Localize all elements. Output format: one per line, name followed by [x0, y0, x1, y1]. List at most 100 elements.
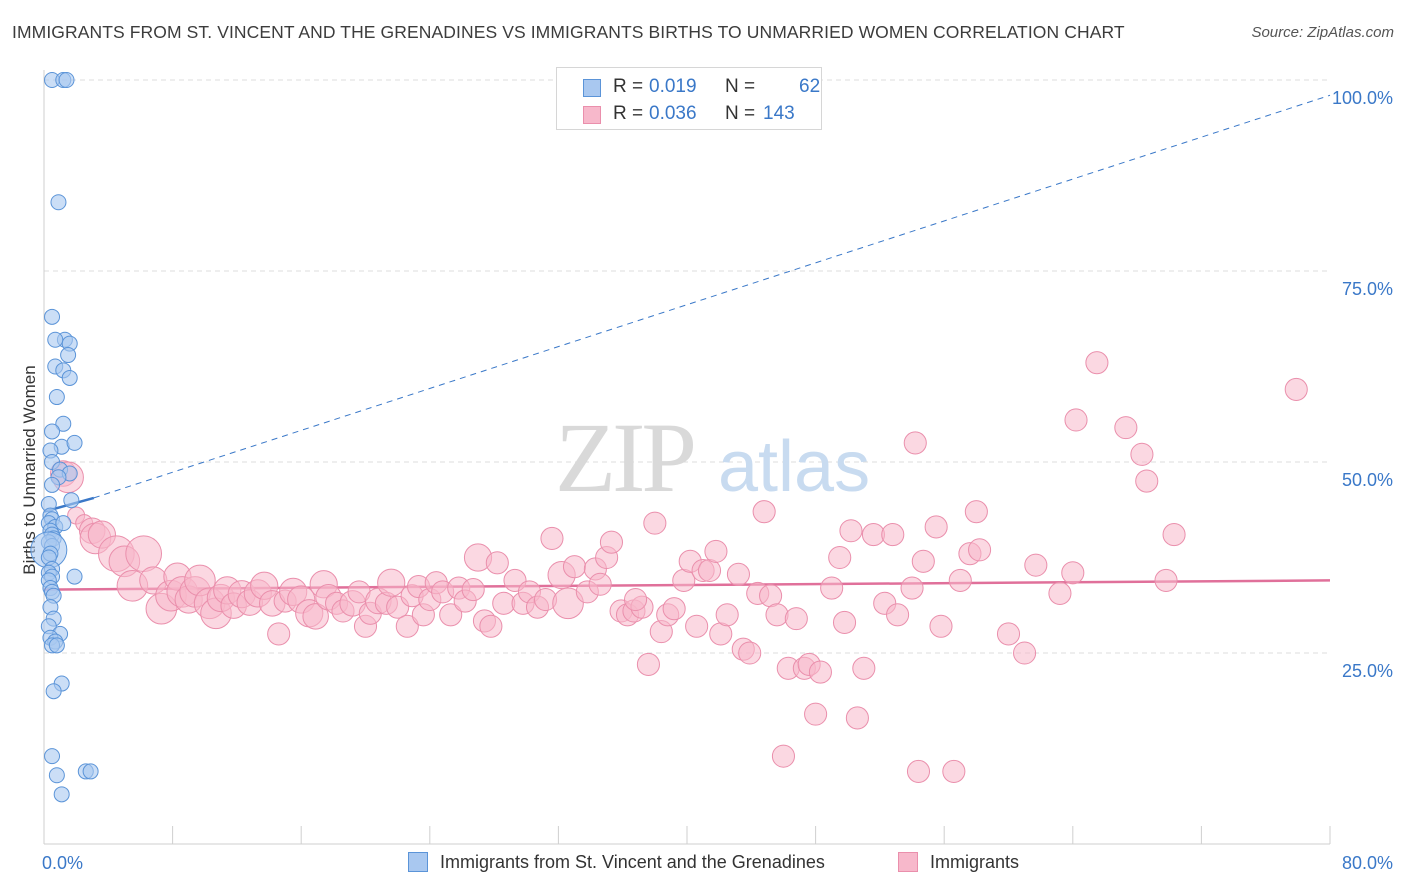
y-tick-label: 50.0% — [1342, 470, 1393, 490]
immigrants-point — [540, 526, 564, 550]
st-vincent-point — [82, 763, 99, 780]
st-vincent-point — [48, 637, 65, 654]
bottom-legend-swatch-blue — [408, 852, 428, 872]
immigrants-point — [439, 603, 463, 627]
st-vincent-point — [45, 683, 62, 700]
immigrants-point — [948, 568, 972, 592]
watermark: ZIP atlas — [555, 402, 870, 513]
immigrants-point — [942, 759, 966, 783]
immigrants-point — [820, 576, 844, 600]
immigrants-point — [377, 568, 406, 597]
st-vincent-point — [55, 415, 72, 432]
immigrants-point — [395, 614, 419, 638]
st-vincent-point — [48, 389, 65, 406]
immigrants-point — [636, 652, 660, 677]
st-vincent-point — [48, 767, 65, 784]
immigrants-point — [479, 614, 503, 638]
immigrants-point — [804, 702, 828, 726]
watermark-atlas: atlas — [718, 427, 870, 507]
source-credit: Source: ZipAtlas.com — [1251, 24, 1394, 41]
legend-r-value: 0.036 — [649, 103, 697, 124]
immigrants-point — [906, 759, 931, 783]
immigrants-point — [302, 603, 329, 630]
immigrants-point — [492, 591, 516, 615]
st-vincent-point — [66, 434, 83, 451]
immigrants-point — [1013, 641, 1037, 665]
legend-n-value: 143 — [763, 103, 795, 124]
legend-swatch-blue — [583, 79, 601, 97]
st-vincent-point — [60, 347, 77, 364]
immigrants-point — [886, 603, 910, 627]
immigrants-point — [1130, 442, 1154, 466]
immigrants-point — [485, 551, 509, 575]
immigrants-point — [267, 622, 291, 646]
st-vincent-point — [61, 369, 78, 386]
correlation-legend: R = 0.019 N = 62 R = 0.036 N = 143 — [556, 67, 822, 130]
legend-n-value: 62 — [799, 76, 821, 97]
immigrants-point — [1061, 561, 1085, 585]
immigrants-point — [839, 519, 863, 543]
immigrants-point — [765, 603, 789, 627]
chart-title: IMMIGRANTS FROM ST. VINCENT AND THE GREN… — [12, 22, 1125, 42]
immigrants-point — [832, 610, 857, 634]
st-vincent-point — [47, 331, 64, 348]
immigrants-points — [50, 351, 1308, 783]
immigrants-point — [881, 523, 905, 547]
bottom-legend-st-vincent: Immigrants from St. Vincent and the Gren… — [408, 852, 825, 873]
legend-r-label: R = — [613, 103, 644, 124]
immigrants-point — [715, 603, 739, 627]
st-vincent-point — [63, 492, 80, 509]
st-vincent-point — [50, 194, 67, 211]
immigrants-point — [552, 587, 584, 620]
immigrants-point — [900, 576, 924, 600]
immigrants-point — [808, 660, 832, 684]
st-vincent-point — [44, 476, 61, 493]
st-vincent-point — [58, 72, 75, 88]
legend-n-label: N = — [725, 76, 756, 97]
st-vincent-point — [44, 308, 61, 325]
st-vincent-points — [30, 72, 99, 803]
immigrants-point — [125, 535, 163, 573]
st-vincent-trendline-projection — [93, 94, 1331, 499]
legend-swatch-pink — [583, 106, 601, 124]
immigrants-point — [996, 622, 1021, 646]
immigrants-point — [784, 607, 808, 631]
immigrants-point — [685, 614, 709, 638]
immigrants-point — [924, 515, 948, 539]
legend-r-label: R = — [613, 76, 644, 97]
x-tick-label-max: 80.0% — [1342, 853, 1393, 873]
immigrants-point — [726, 562, 750, 586]
tick-labels: 25.0% 50.0% 75.0% 100.0% 0.0% 80.0% — [42, 88, 1393, 873]
bottom-legend-swatch-pink — [898, 852, 918, 872]
immigrants-point — [1048, 581, 1072, 605]
immigrants-point — [903, 431, 927, 455]
x-tick-label-min: 0.0% — [42, 853, 83, 873]
trendlines — [43, 94, 1331, 591]
immigrants-point — [588, 572, 612, 596]
axes — [43, 70, 1331, 845]
immigrants-point — [704, 539, 728, 563]
y-tick-label: 75.0% — [1342, 279, 1393, 299]
immigrants-point — [828, 545, 852, 570]
watermark-zip: ZIP — [555, 402, 693, 513]
immigrants-point — [1114, 416, 1138, 440]
immigrants-point — [752, 500, 776, 524]
immigrants-point — [1135, 469, 1159, 493]
immigrants-point — [562, 555, 587, 579]
immigrants-point — [861, 523, 886, 547]
legend-r-value: 0.019 — [649, 76, 697, 97]
bottom-legend-label: Immigrants from St. Vincent and the Gren… — [440, 852, 825, 872]
immigrants-point — [911, 549, 935, 573]
st-vincent-point — [44, 748, 61, 765]
immigrants-point — [461, 578, 485, 602]
st-vincent-point — [55, 515, 72, 532]
immigrants-point — [738, 641, 762, 665]
y-tick-label: 100.0% — [1332, 88, 1393, 108]
immigrants-point — [599, 530, 623, 554]
immigrants-point — [1162, 523, 1186, 547]
immigrants-point — [1024, 553, 1048, 577]
immigrants-point — [1284, 377, 1308, 401]
immigrants-point — [643, 511, 667, 535]
st-vincent-point — [44, 423, 61, 440]
